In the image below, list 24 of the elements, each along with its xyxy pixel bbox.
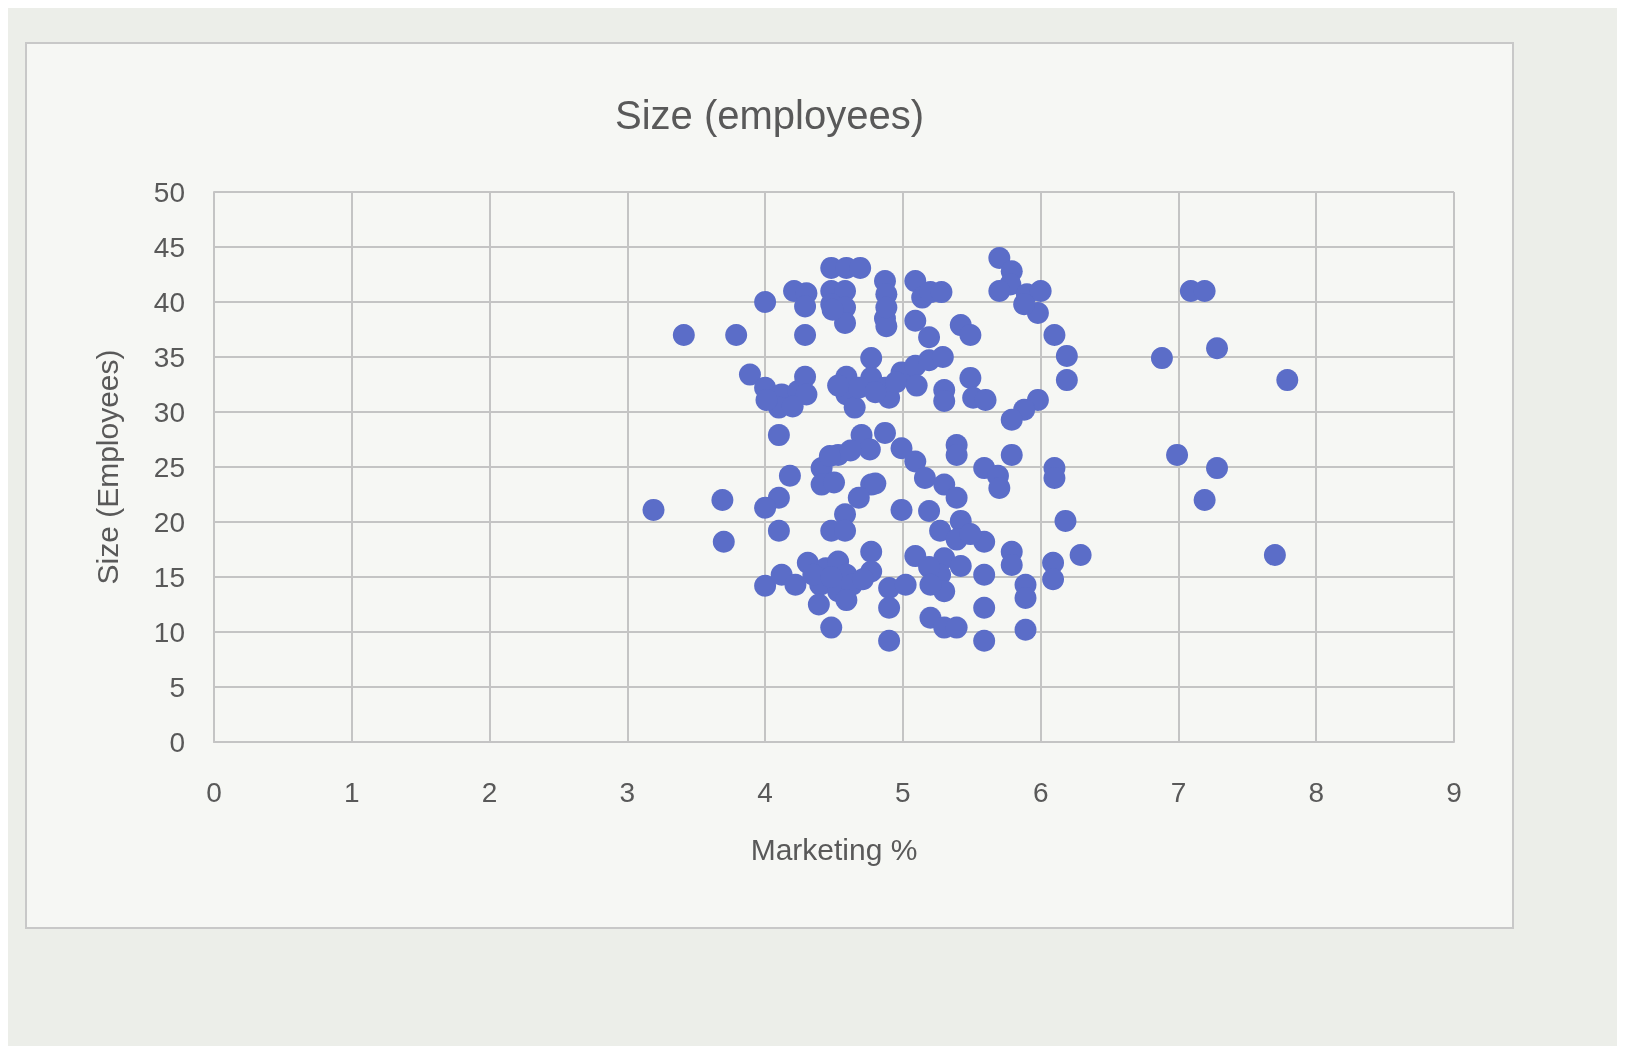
- x-tick-label: 5: [895, 776, 911, 808]
- x-axis-title: Marketing %: [750, 832, 918, 866]
- y-tick-label: 0: [169, 726, 185, 758]
- x-tick-label: 1: [343, 776, 360, 808]
- x-tick-label: 6: [1032, 776, 1049, 808]
- y-tick-label: 30: [153, 396, 185, 428]
- x-tick-label: 7: [1170, 776, 1187, 808]
- x-tick-label: 8: [1308, 776, 1325, 808]
- chart-title: Size (employees): [614, 93, 925, 137]
- y-axis-title: Size (Employees): [90, 349, 124, 585]
- x-tick-label: 4: [757, 776, 773, 808]
- y-tick-label: 35: [153, 341, 185, 373]
- y-tick-label: 20: [153, 506, 185, 538]
- y-tick-label: 45: [153, 231, 185, 263]
- y-tick-label: 10: [153, 616, 185, 648]
- x-tick-label: 0: [206, 776, 222, 808]
- y-tick-label: 40: [153, 286, 185, 318]
- x-tick-label: 9: [1446, 776, 1462, 808]
- x-tick-label: 3: [619, 776, 636, 808]
- y-tick-label: 15: [153, 561, 185, 593]
- y-tick-label: 50: [153, 176, 185, 208]
- y-tick-label: 5: [169, 671, 185, 703]
- x-tick-label: 2: [481, 776, 498, 808]
- y-tick-label: 25: [153, 451, 185, 483]
